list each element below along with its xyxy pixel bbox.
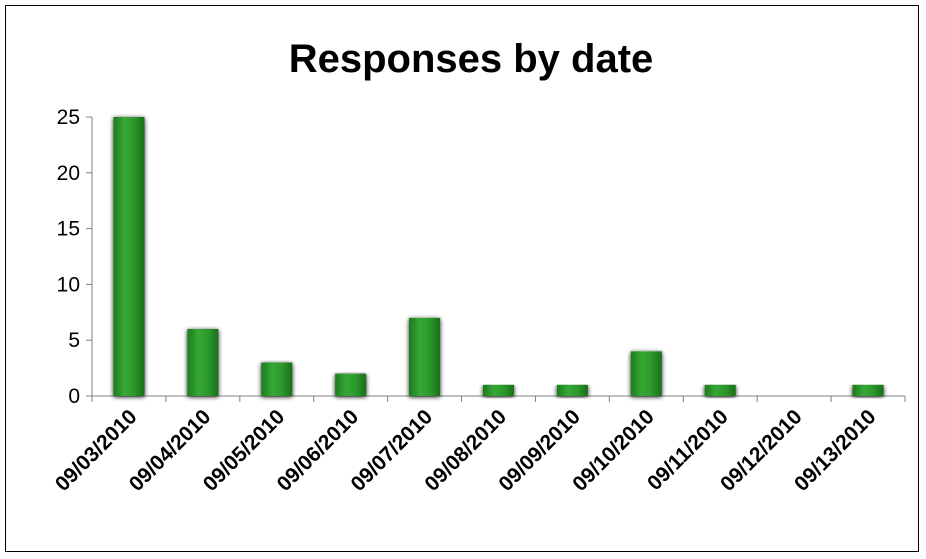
bar bbox=[187, 329, 219, 396]
y-tick-label: 0 bbox=[68, 385, 80, 408]
y-tick-label: 15 bbox=[57, 218, 80, 241]
bar bbox=[852, 384, 884, 396]
y-tick-label: 10 bbox=[57, 273, 80, 296]
y-tick-label: 25 bbox=[57, 106, 80, 129]
y-tick-label: 20 bbox=[57, 162, 80, 185]
bars-group bbox=[113, 117, 884, 396]
chart-frame bbox=[5, 5, 919, 552]
bar bbox=[409, 317, 441, 396]
x-axis: 09/03/201009/04/201009/05/201009/06/2010… bbox=[51, 395, 906, 496]
chart-title: Responses by date bbox=[289, 37, 654, 81]
bar bbox=[335, 373, 367, 396]
y-tick-label: 5 bbox=[68, 329, 80, 352]
bar bbox=[261, 362, 293, 396]
bar bbox=[113, 117, 145, 396]
bar bbox=[704, 384, 736, 396]
bar bbox=[630, 351, 662, 396]
bar bbox=[556, 384, 588, 396]
bar bbox=[482, 384, 515, 396]
y-axis: 0 5 10 15 20 25 bbox=[57, 106, 93, 408]
